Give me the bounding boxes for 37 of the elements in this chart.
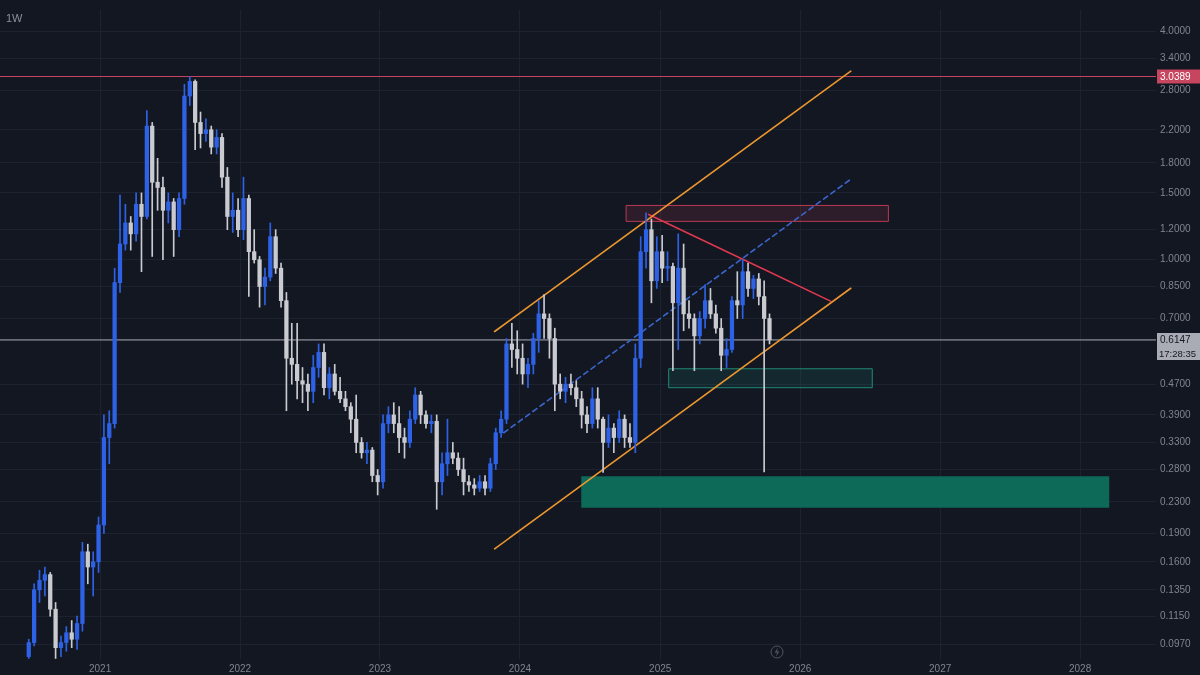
y-tick-label: 0.2300 xyxy=(1160,495,1192,507)
y-tick-label: 1.0000 xyxy=(1160,253,1192,265)
x-tick-label: 2028 xyxy=(1068,662,1092,674)
x-tick-label: 2025 xyxy=(649,662,672,674)
y-tick-label: 2.2000 xyxy=(1160,123,1192,135)
y-tick-label: 0.7000 xyxy=(1160,312,1192,324)
ref-line-label: 3.0389 xyxy=(1160,70,1192,82)
y-tick-label: 0.1900 xyxy=(1160,527,1192,539)
x-tick-label: 2022 xyxy=(228,662,252,674)
y-tick-label: 0.3300 xyxy=(1160,436,1192,448)
y-tick-label: 0.0970 xyxy=(1160,638,1192,650)
y-tick-label: 0.2800 xyxy=(1160,463,1192,475)
x-tick-label: 2023 xyxy=(368,662,392,674)
candlestick xyxy=(472,478,477,496)
y-tick-label: 0.8500 xyxy=(1160,280,1192,292)
candlestick xyxy=(735,271,740,319)
y-tick-label: 0.1600 xyxy=(1160,555,1192,567)
x-tick-label: 2027 xyxy=(929,662,952,674)
y-tick-label: 4.0000 xyxy=(1160,24,1192,36)
y-tick-label: 0.1150 xyxy=(1160,609,1191,621)
y-tick-label: 0.4700 xyxy=(1160,377,1192,389)
y-tick-label: 2.8000 xyxy=(1160,83,1192,95)
x-tick-label: 2021 xyxy=(88,662,112,674)
candlestick xyxy=(230,192,235,233)
y-tick-label: 3.4000 xyxy=(1160,51,1192,63)
chart-title: 1W xyxy=(6,11,24,24)
x-tick-label: 2024 xyxy=(508,662,532,674)
y-tick-label: 0.3900 xyxy=(1160,408,1192,420)
y-tick-label: 1.5000 xyxy=(1160,186,1192,198)
ref-line-label: 0.6147 xyxy=(1160,334,1192,346)
x-tick-label: 2026 xyxy=(789,662,812,674)
y-tick-label: 1.8000 xyxy=(1160,156,1192,168)
y-tick-label: 0.1350 xyxy=(1160,583,1192,595)
text: 17:28:35 xyxy=(1159,347,1196,359)
candlestick xyxy=(203,118,209,142)
y-tick-label: 1.2000 xyxy=(1160,223,1192,235)
candlestick xyxy=(305,373,311,412)
